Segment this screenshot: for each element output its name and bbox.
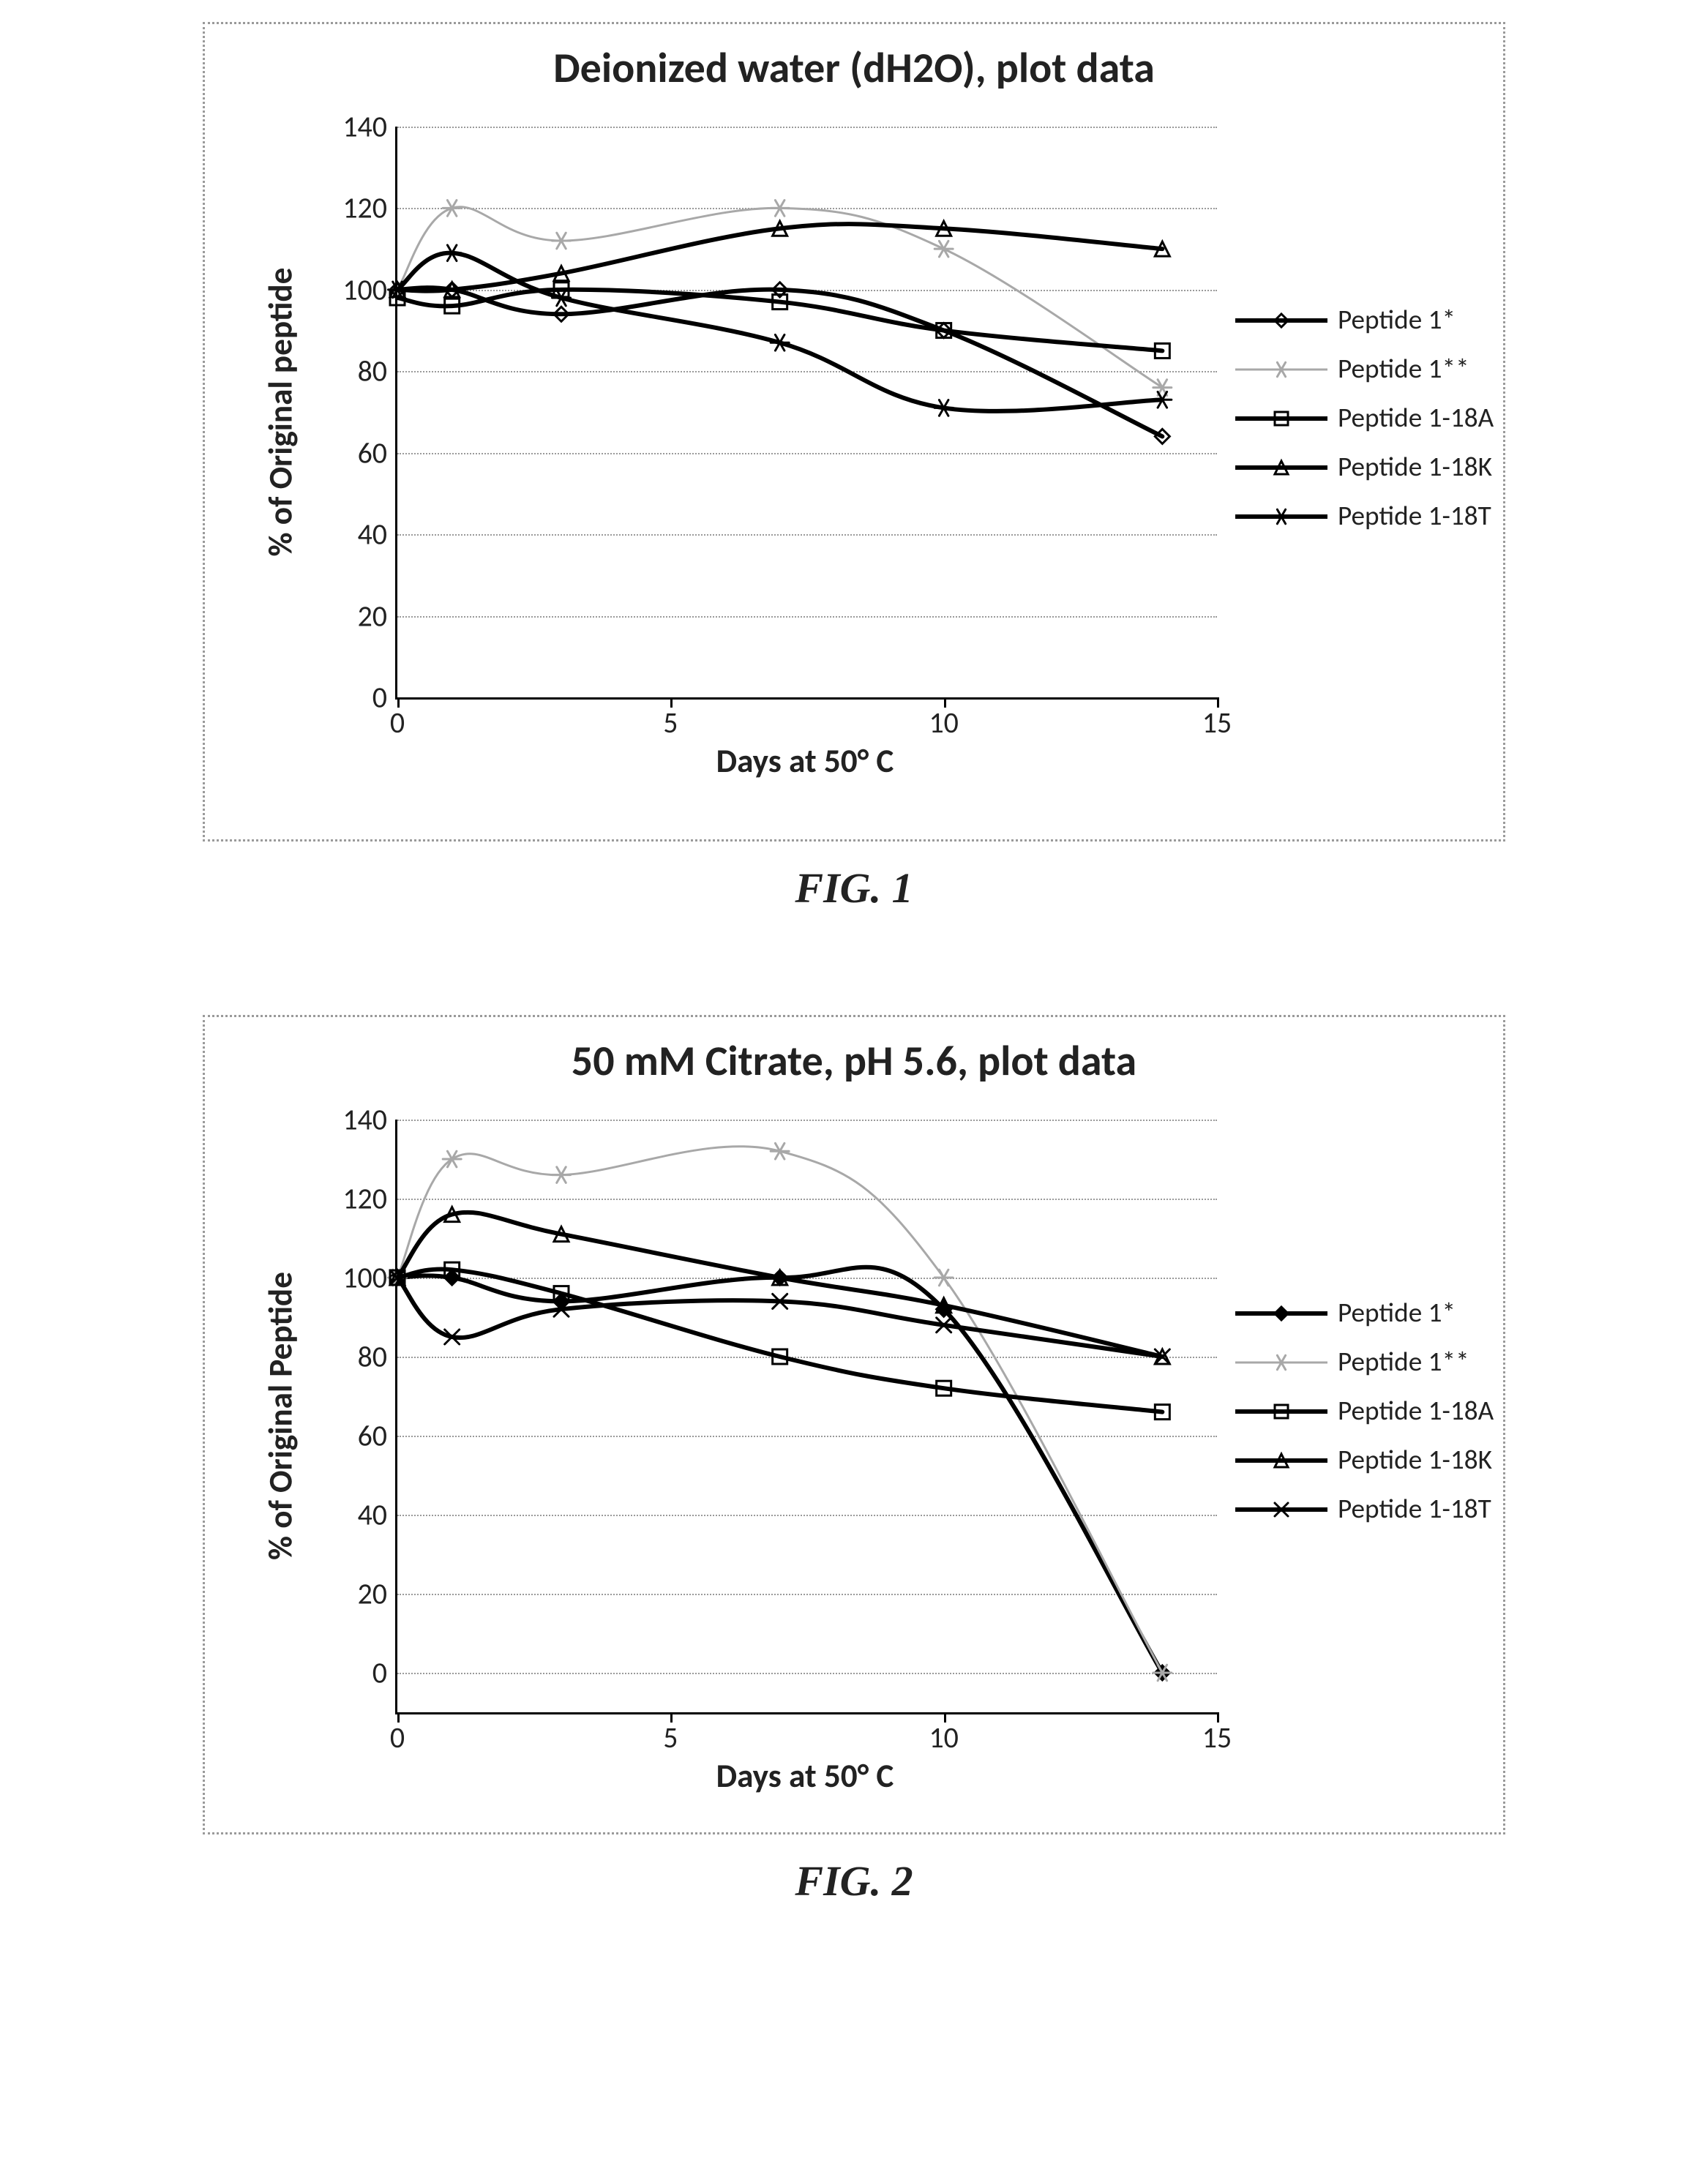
x-axis-label: Days at 50° C [395,1756,1215,1796]
x-tick-label: 5 [663,705,678,741]
series-marker [771,334,789,351]
x-tick-label: 10 [929,705,958,741]
y-tick-label: 80 [358,1339,387,1375]
y-tick-label: 40 [358,517,387,552]
legend-entry: Peptide 1-18T [1234,500,1494,533]
chart-series-layer [397,1120,1217,1712]
y-axis-label: % of Original peptide [261,268,301,557]
chart-card-fig1: Deionized water (dH2O), plot data 020406… [203,22,1505,842]
legend-label: Peptide 1-18K [1338,1444,1492,1477]
series-marker [1153,380,1172,396]
legend-entry: Peptide 1-18A [1234,1395,1494,1428]
series-marker [1153,391,1172,408]
chart-card-fig2: 50 mM Citrate, pH 5.6, plot data 0204060… [203,1015,1505,1834]
chart-legend: Peptide 1* Peptide 1** Peptide 1-18A Peptid… [1234,1281,1494,1542]
series-line [397,1278,1162,1357]
series-marker [771,200,789,217]
series-marker [553,233,571,249]
legend-entry: Peptide 1-18A [1234,402,1494,435]
y-tick-label: 80 [358,353,387,389]
y-tick-label: 140 [342,1102,387,1138]
legend-swatch-icon [1234,356,1329,383]
x-tick-label: 5 [663,1720,678,1755]
y-tick-label: 120 [342,190,387,226]
legend-label: Peptide 1-18K [1338,451,1492,484]
legend-swatch-icon [1234,1496,1329,1523]
series-marker [771,1143,789,1159]
legend-label: Peptide 1* [1338,304,1456,337]
y-tick-label: 60 [358,435,387,471]
legend-swatch-icon [1234,307,1329,334]
page: Deionized water (dH2O), plot data 020406… [0,0,1708,2052]
series-marker [553,1167,571,1183]
y-axis-label: % of Original Peptide [261,1272,301,1560]
series-marker [443,200,461,217]
legend-swatch-icon [1234,405,1329,432]
chart-series-layer [397,127,1217,697]
series-line [397,1147,1162,1673]
legend-swatch-icon [1234,1398,1329,1425]
chart-legend: Peptide 1* Peptide 1** Peptide 1-18A Peptid… [1234,288,1494,549]
series-marker [443,245,461,261]
legend-swatch-icon [1234,1447,1329,1474]
legend-entry: Peptide 1* [1234,304,1494,337]
legend-entry: Peptide 1-18T [1234,1493,1494,1526]
legend-swatch-icon [1234,1349,1329,1376]
y-tick-label: 20 [358,598,387,634]
legend-label: Peptide 1* [1338,1297,1456,1330]
x-tick-label: 0 [390,1720,405,1755]
x-tick-label: 15 [1202,1720,1232,1755]
y-tick-label: 0 [372,680,387,716]
series-marker [934,400,953,416]
x-axis-label: Days at 50° C [395,741,1215,781]
series-line [397,253,1162,411]
figure-caption: FIG. 2 [29,1856,1679,1905]
chart-plot-area: 020406080100120140051015 [395,1120,1217,1714]
legend-label: Peptide 1-18A [1338,1395,1494,1428]
figure-caption: FIG. 1 [29,863,1679,912]
legend-swatch-icon [1234,503,1329,531]
y-tick-label: 100 [342,1260,387,1296]
x-tick-label: 10 [929,1720,958,1755]
legend-swatch-icon [1234,1300,1329,1327]
y-tick-label: 40 [358,1497,387,1533]
chart-title: Deionized water (dH2O), plot data [205,42,1503,94]
y-tick-label: 120 [342,1181,387,1217]
y-tick-label: 140 [342,109,387,145]
legend-label: Peptide 1-18T [1338,1493,1491,1526]
y-tick-label: 60 [358,1418,387,1454]
legend-entry: Peptide 1-18K [1234,1444,1494,1477]
x-tick-label: 0 [390,705,405,741]
legend-label: Peptide 1-18A [1338,402,1494,435]
legend-label: Peptide 1** [1338,353,1469,386]
x-tick-label: 15 [1202,705,1232,741]
y-tick-label: 20 [358,1576,387,1612]
legend-label: Peptide 1** [1338,1346,1469,1379]
legend-entry: Peptide 1-18K [1234,451,1494,484]
legend-label: Peptide 1-18T [1338,500,1491,533]
legend-swatch-icon [1234,454,1329,481]
chart-title: 50 mM Citrate, pH 5.6, plot data [205,1035,1503,1087]
series-marker [934,1270,953,1286]
y-tick-label: 100 [342,271,387,307]
legend-entry: Peptide 1** [1234,1346,1494,1379]
y-tick-label: 0 [372,1655,387,1691]
series-marker [934,241,953,257]
legend-entry: Peptide 1* [1234,1297,1494,1330]
chart-plot-area: 020406080100120140051015 [395,127,1217,700]
legend-entry: Peptide 1** [1234,353,1494,386]
